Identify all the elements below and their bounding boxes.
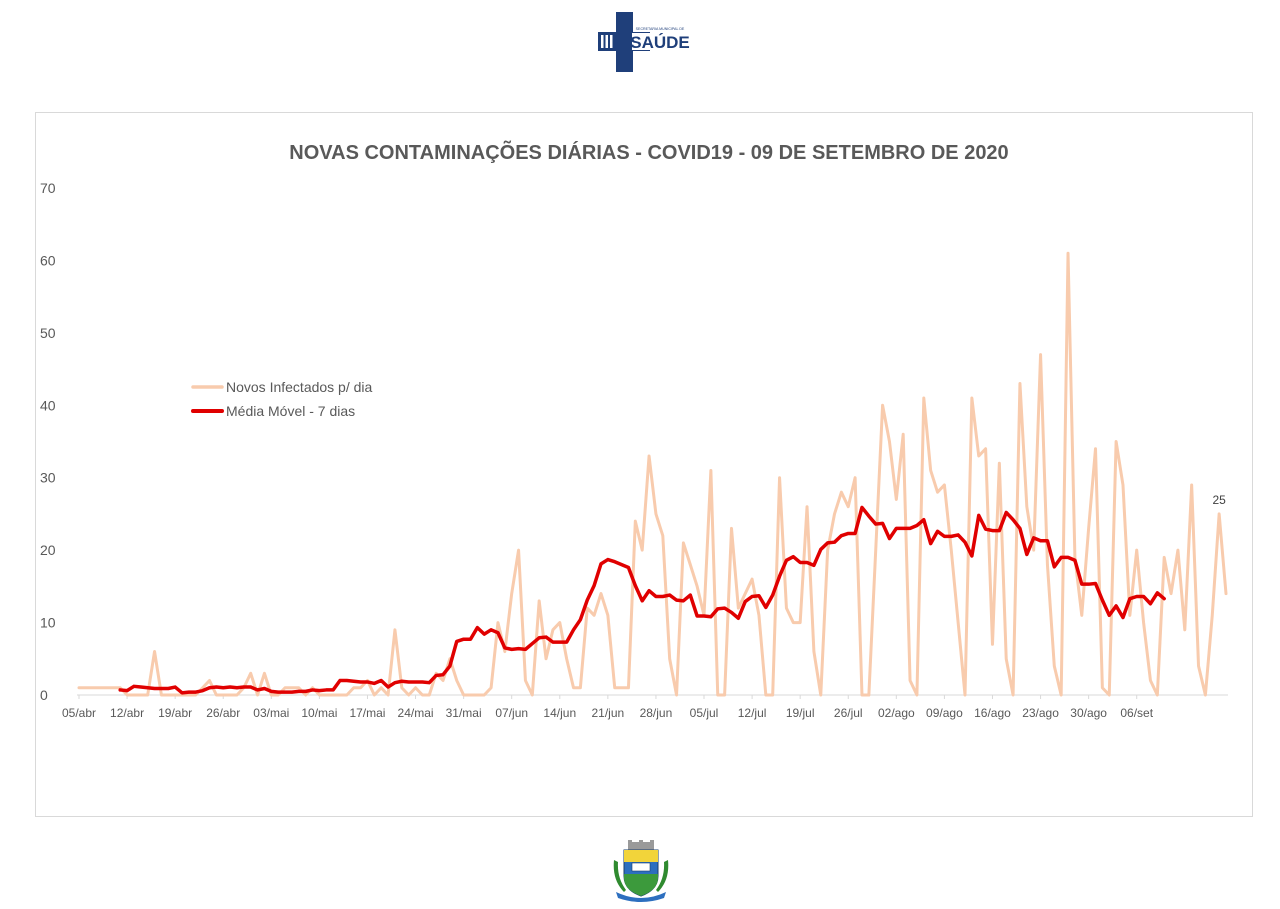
x-tick-label: 16/ago [974,706,1011,720]
x-tick-label: 07/jun [495,706,528,720]
x-tick-label: 26/jul [834,706,863,720]
x-tick-label: 12/abr [110,706,144,720]
x-tick-label: 09/ago [926,706,963,720]
y-tick-label: 0 [40,687,48,703]
logo-text: SAÚDE [630,33,690,52]
data-label-daily-last: 25 [1212,493,1226,507]
y-tick-label: 10 [40,615,56,631]
municipal-coat-of-arms-icon [614,840,669,902]
x-tick-label: 23/ago [1022,706,1059,720]
legend-label: Novos Infectados p/ dia [226,379,373,395]
x-tick-label: 05/abr [62,706,96,720]
x-tick-label: 31/mai [446,706,482,720]
x-tick-label: 19/abr [158,706,192,720]
x-axis: 05/abr 12/abr 19/abr 26/abr 03/mai 10/mai 17/m… [62,695,1228,720]
series-daily-cases [79,253,1226,695]
x-tick-label: 30/ago [1070,706,1107,720]
series-line [79,253,1226,695]
x-tick-label: 19/jul [786,706,815,720]
x-tick-label: 02/ago [878,706,915,720]
series-layer [79,253,1226,695]
y-tick-label: 40 [40,397,56,413]
chart-title: NOVAS CONTAMINAÇÕES DIÁRIAS - COVID19 - … [289,140,1008,164]
logo-small-text: SECRETARIA MUNICIPAL DE [636,27,685,31]
x-tick-label: 26/abr [206,706,240,720]
x-tick-label: 24/mai [398,706,434,720]
data-labels: 25 14 [1212,113,1247,507]
x-tick-label: 05/jul [690,706,719,720]
y-tick-label: 60 [40,252,56,268]
y-tick-label: 30 [40,470,56,486]
x-tick-label: 21/jun [592,706,625,720]
x-tick-label: 28/jun [640,706,673,720]
legend-label: Média Móvel - 7 dias [226,403,355,419]
health-secretariat-logo: SECRETARIA MUNICIPAL DE SAÚDE [596,12,692,72]
covid-daily-cases-chart: NOVAS CONTAMINAÇÕES DIÁRIAS - COVID19 - … [36,113,1252,816]
y-tick-label: 20 [40,542,56,558]
x-tick-label: 03/mai [253,706,289,720]
chart-area: NOVAS CONTAMINAÇÕES DIÁRIAS - COVID19 - … [35,112,1253,817]
x-tick-label: 10/mai [301,706,337,720]
x-tick-label: 12/jul [738,706,767,720]
municipal-coat-of-arms [610,840,672,904]
data-label-average-last: 14 [1234,113,1248,116]
x-tick-label: 14/jun [543,706,576,720]
y-tick-label: 50 [40,325,56,341]
y-axis: 0 10 20 30 40 50 60 70 [40,180,56,703]
legend: Novos Infectados p/ dia Média Móvel - 7 d… [193,379,373,419]
x-tick-label: 06/set [1120,706,1153,720]
y-tick-label: 70 [40,180,56,196]
x-tick-label: 17/mai [349,706,385,720]
